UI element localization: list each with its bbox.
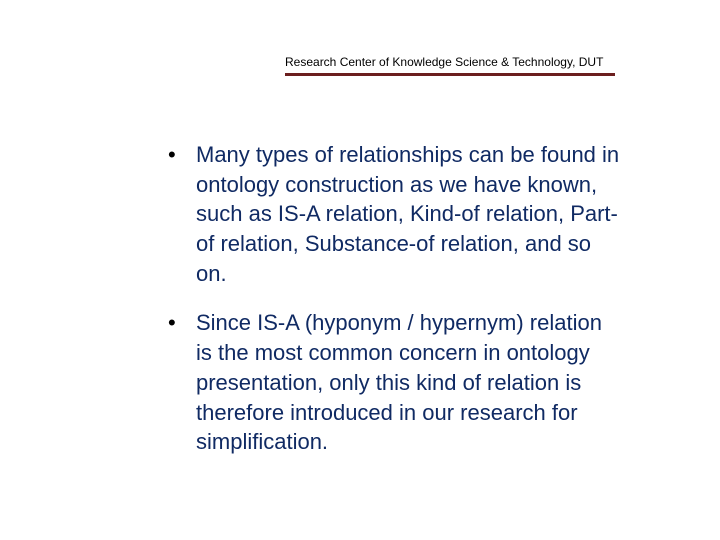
slide-header: Research Center of Knowledge Science & T… bbox=[285, 55, 620, 76]
list-item: Many types of relationships can be found… bbox=[160, 140, 620, 288]
slide-body: Many types of relationships can be found… bbox=[160, 140, 620, 477]
bullet-text: Many types of relationships can be found… bbox=[196, 142, 619, 286]
bullet-text: Since IS-A (hyponym / hypernym) relation… bbox=[196, 310, 602, 454]
header-rule bbox=[285, 73, 615, 76]
slide: Research Center of Knowledge Science & T… bbox=[0, 0, 720, 540]
bullet-list: Many types of relationships can be found… bbox=[160, 140, 620, 457]
list-item: Since IS-A (hyponym / hypernym) relation… bbox=[160, 308, 620, 456]
header-affiliation: Research Center of Knowledge Science & T… bbox=[285, 55, 620, 69]
